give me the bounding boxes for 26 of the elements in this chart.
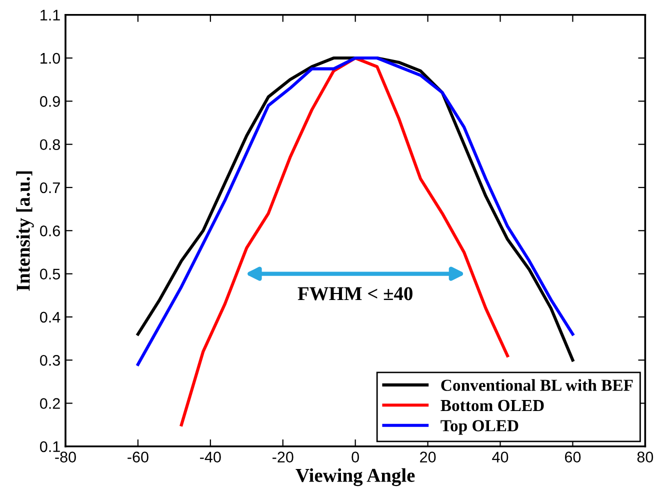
y-tick-label: 0.7	[40, 182, 60, 194]
annotation: FWHM < ±40	[298, 287, 412, 300]
y-tick-label: 0.3	[40, 354, 60, 366]
x-tick-label: -60	[128, 452, 148, 462]
legend-label: Bottom OLED	[440, 400, 544, 412]
y-tick-label: 1.1	[40, 10, 60, 20]
y-tick-label: 0.2	[40, 398, 60, 409]
x-tick-label: -20	[272, 452, 294, 462]
y-tick-label: 0.1	[40, 441, 60, 452]
x-axis-title: Viewing Angle	[296, 468, 415, 486]
x-tick-label: 0	[352, 452, 359, 462]
legend-label: Top OLED	[440, 420, 518, 435]
y-tick-label: 0.6	[40, 226, 60, 236]
y-tick-label: 0.5	[40, 268, 60, 280]
y-tick-label: 0.8	[40, 139, 60, 150]
y-tick-label: 0.9	[40, 96, 60, 107]
x-tick-label: 80	[637, 452, 654, 462]
legend-label: Conventional BL with BEF	[441, 379, 633, 391]
x-tick-label: -80	[55, 452, 76, 462]
x-tick-label: 60	[564, 452, 581, 462]
x-tick-label: 40	[492, 452, 508, 462]
y-tick-label: 0.4	[40, 312, 60, 323]
y-axis-title: Intensity [a.u.]	[16, 171, 34, 291]
x-tick-label: -40	[200, 452, 221, 462]
x-tick-label: 20	[420, 452, 436, 462]
y-tick-label: 1.0	[40, 52, 60, 64]
